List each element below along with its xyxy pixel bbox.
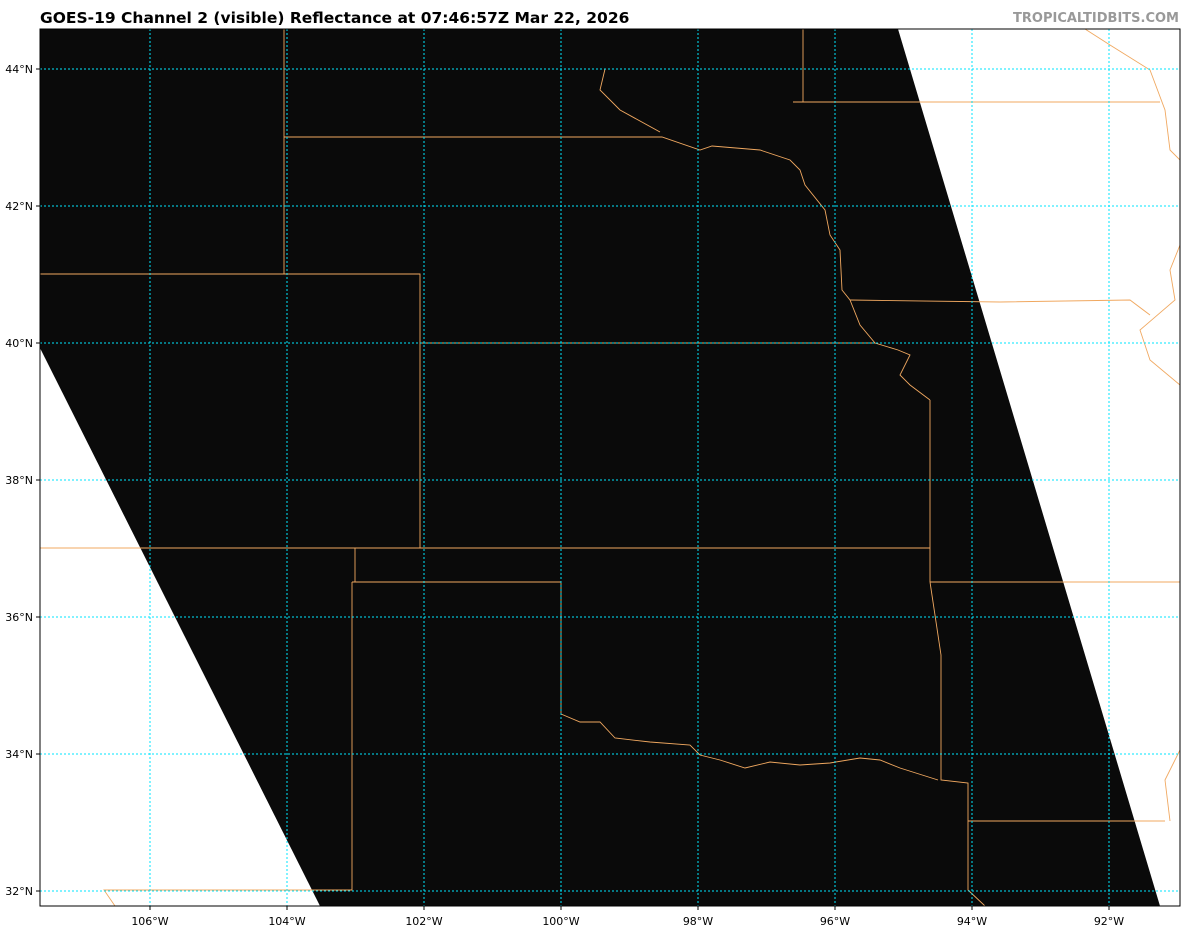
border-wy-co [40,273,421,548]
lat-tick-label: 44°N [5,63,33,76]
lon-tick-label: 106°W [131,915,168,928]
lat-tick-label: 32°N [5,885,33,898]
lon-tick-label: 100°W [542,915,579,928]
border-nm-tx [103,582,353,906]
border-sd-ne-east [793,29,1160,103]
graticule [40,29,1180,906]
border-red-river [560,713,939,781]
lon-tick-label: 96°W [820,915,850,928]
border-north-river [599,68,661,133]
lon-tick-label: 104°W [268,915,305,928]
lat-tick-label: 42°N [5,200,33,213]
border-mississippi [1084,29,1180,822]
state-borders [40,29,1180,906]
border-ar-west [929,581,986,906]
lat-tick-label: 40°N [5,337,33,350]
satellite-swath [40,29,1160,906]
map-title: GOES-19 Channel 2 (visible) Reflectance … [40,9,630,27]
map-frame [39,28,1181,907]
lon-tick-label: 102°W [405,915,442,928]
lon-tick-label: 94°W [957,915,987,928]
lat-tick-label: 38°N [5,474,33,487]
watermark: TROPICALTIDBITS.COM [1013,11,1179,26]
lat-tick-label: 34°N [5,748,33,761]
lat-tick-label: 36°N [5,611,33,624]
lon-tick-label: 92°W [1094,915,1124,928]
lon-tick-label: 98°W [683,915,713,928]
border-ia-mo [849,299,1151,316]
